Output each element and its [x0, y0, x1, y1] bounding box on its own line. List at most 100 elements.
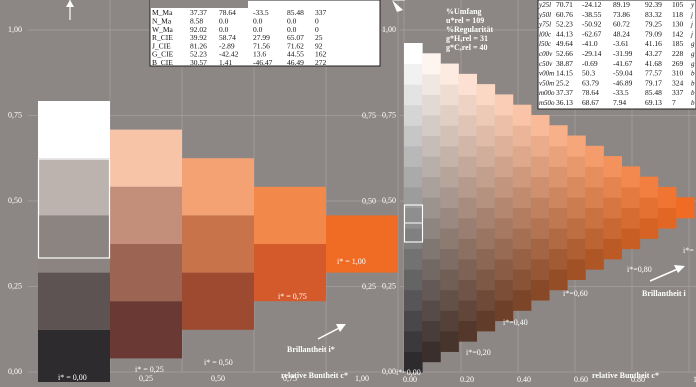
left-y-ticks: 0,00 0,25 0,50 0,75 1,00 — [8, 25, 22, 376]
right-triangle-cell — [404, 186, 423, 208]
right-triangle-cell — [639, 217, 659, 239]
right-x-axis-label: relative Buntheit c* — [592, 371, 659, 380]
left-x-axis-label: relative Buntheit c* — [281, 371, 348, 380]
right-x-tick-label: 0,60 — [574, 375, 588, 382]
right-table-cell: -59.04 — [613, 69, 633, 78]
right-table-cell: -29.14 — [582, 49, 602, 58]
right-triangle-cell — [549, 207, 568, 229]
right-triangle-cell — [458, 238, 477, 260]
right-triangle-cell — [549, 145, 568, 167]
right-table-cell: 41.68 — [645, 59, 662, 68]
right-triangle-cell — [530, 135, 550, 157]
right-triangle-cell — [458, 300, 477, 322]
right-triangle-cell — [422, 114, 441, 137]
left-y-tick-label: 0,25 — [8, 282, 22, 291]
right-triangle-cell — [404, 351, 423, 373]
right-triangle-cell — [549, 125, 568, 147]
right-triangle-cell — [512, 186, 532, 208]
right-triangle-cell — [657, 207, 677, 229]
right-triangle-cell — [530, 114, 550, 137]
right-table-row-name: c00v — [539, 50, 553, 58]
right-triangle-cell — [440, 289, 459, 311]
left-table-cell: 0 — [315, 16, 319, 25]
right-triangle-cell — [476, 248, 496, 270]
right-triangle-cell — [458, 258, 477, 280]
right-triangle-cell — [440, 207, 459, 229]
right-triangle-cell — [476, 310, 496, 332]
left-brilliance-label: Brillantheit i* — [287, 345, 335, 354]
right-table-cell: 52.23 — [556, 20, 573, 29]
right-table-cell: -62.67 — [582, 29, 602, 38]
right-table-row-name: y75l — [538, 21, 551, 29]
left-y-tick-label: 0,50 — [8, 196, 22, 205]
right-triangle-cell — [494, 135, 514, 157]
right-table-cell: 324 — [672, 78, 684, 87]
right-triangle-cell — [621, 166, 641, 188]
right-triangle-cell — [512, 269, 532, 291]
right-triangle-cell — [476, 166, 496, 188]
right-table-cell: 43.27 — [645, 49, 662, 58]
right-triangle-cell — [440, 166, 459, 188]
right-table-cell: 37.37 — [556, 88, 573, 97]
right-table-cell: 69.13 — [645, 98, 662, 107]
right-table-cell: 38.87 — [556, 59, 573, 68]
right-triangle-cell — [422, 320, 441, 342]
right-i-label: i*=0,80 — [627, 265, 652, 274]
right-table-type: g — [691, 40, 695, 48]
right-table-cell: 73.86 — [613, 10, 630, 19]
right-triangle-cell — [675, 197, 695, 219]
left-table-cell: 25 — [315, 33, 323, 42]
right-triangle-cell — [476, 104, 496, 126]
right-table-type: b — [691, 70, 695, 78]
right-table-type: g — [691, 60, 695, 68]
right-x-ticks: 0,00 0,20 0,40 0,60 0,80 1 — [403, 375, 696, 384]
right-triangle-cell — [567, 135, 586, 157]
right-triangle-cell — [530, 156, 550, 178]
right-table-cell: -33.5 — [613, 88, 629, 97]
left-table-cell: -2.89 — [219, 41, 235, 50]
left-table-cell: 0.0 — [253, 25, 263, 34]
right-triangle-cell — [549, 186, 568, 208]
right-table-cell: -38.55 — [582, 10, 602, 19]
left-bar-cell — [254, 244, 326, 302]
right-table-cell: 52.66 — [556, 49, 573, 58]
right-triangle-cell — [494, 197, 514, 219]
right-table-cell: 79.17 — [645, 78, 662, 87]
right-brilliance-arrow-line — [649, 267, 681, 282]
right-table-row-name: c50v — [539, 60, 553, 68]
right-i-label: i*=0,40 — [503, 318, 528, 327]
right-x-tick-label: 1 — [693, 375, 696, 382]
left-table-cell: 27.99 — [253, 33, 270, 42]
right-table-row-name: v50m — [539, 79, 554, 87]
right-triangle-cell — [404, 125, 423, 147]
right-triangle-cell — [422, 217, 441, 239]
right-triangle-cell — [404, 228, 423, 250]
right-table-cell: 48.24 — [613, 29, 630, 38]
left-bar-cell — [110, 244, 182, 302]
right-table-cell: -46.89 — [613, 78, 633, 87]
right-x-tick-label: 0,00 — [403, 375, 417, 382]
right-info-line: g*C,rel = 40 — [446, 43, 488, 52]
right-triangle-cell — [476, 269, 496, 291]
right-triangle-cell — [422, 238, 441, 260]
left-bar-cell — [182, 215, 254, 273]
left-bar-cell — [110, 186, 182, 244]
right-triangle-cell — [585, 248, 604, 270]
left-table-cell: 13.6 — [253, 50, 266, 59]
right-table-cell: 70.71 — [556, 0, 573, 9]
right-triangle-cell — [458, 176, 477, 198]
right-triangle-cell — [549, 228, 568, 250]
right-triangle-cell — [530, 279, 550, 301]
left-table-cell: 52.23 — [190, 50, 207, 59]
right-triangle-cell — [476, 125, 496, 147]
right-triangle-cell — [440, 269, 459, 291]
right-table-cell: -41.67 — [613, 59, 633, 68]
right-triangle-cell — [440, 228, 459, 250]
right-triangle-cell — [404, 166, 423, 188]
left-bar-cell — [38, 272, 110, 330]
right-y-ticks: 0,00 0,25 0,50 0,75 1,00 — [382, 25, 396, 376]
right-triangle-cell — [440, 84, 459, 106]
right-triangle-cell — [458, 279, 477, 301]
right-brilliance-label: Brillantheit i — [642, 289, 687, 298]
